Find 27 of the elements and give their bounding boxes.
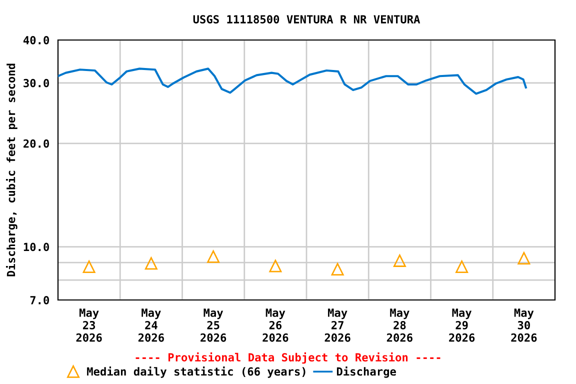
x-tick-label: May 28 2026 [386,308,412,342]
x-tick-label: May 25 2026 [200,308,226,342]
x-tick-label: May 29 2026 [449,308,475,342]
point [456,260,468,273]
point [331,263,344,276]
point [393,254,406,267]
chart-title: USGS 11118500 VENTURA R NR VENTURA [193,15,420,24]
y-tick-label: 10.0 [24,242,49,252]
y-tick-label: 7.0 [30,296,49,304]
y-tick-label: 40.0 [23,36,49,44]
y-tick-label: 20.0 [24,139,49,148]
legend-label: Discharge [336,366,396,378]
line-series [58,68,527,95]
x-tick-label: May 30 2026 [511,308,537,342]
point [144,257,158,270]
y-tick-label: 30.0 [24,78,49,88]
x-tick-label: May 23 2026 [76,308,102,342]
point [207,250,220,263]
point [518,252,530,265]
y-axis-title: Discharge, cubic feet per second [6,64,18,276]
x-tick-label: May 24 2026 [138,308,164,342]
x-tick-label: May 26 2026 [262,308,288,342]
legend-label: Median daily statistic (66 years) [87,366,306,378]
point [82,260,96,273]
point [269,260,282,272]
text: ---- Provisional Data Subject to Revision ---- [136,352,440,364]
x-tick-label: May 27 2026 [324,308,350,342]
